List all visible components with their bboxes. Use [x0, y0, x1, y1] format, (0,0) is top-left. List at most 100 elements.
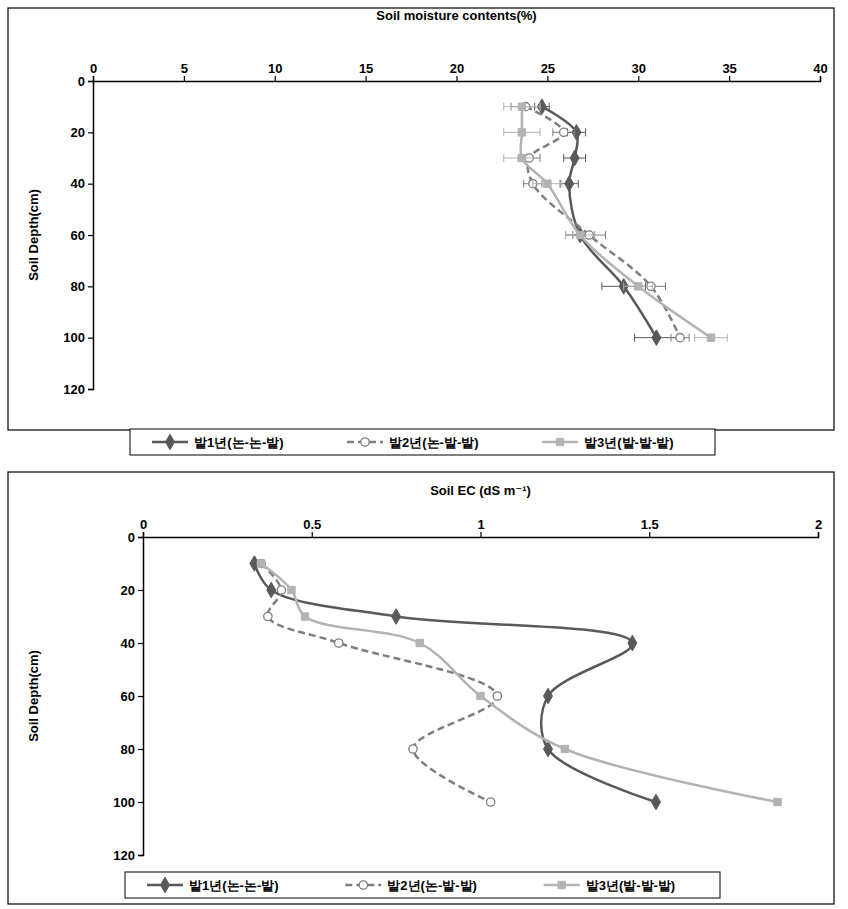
error-bar-cap — [665, 282, 666, 290]
y-tick: 80 — [71, 279, 93, 294]
x-tick: 1 — [477, 517, 484, 537]
y-tick-label: 60 — [71, 228, 85, 243]
data-point — [288, 586, 295, 593]
error-bar — [671, 334, 689, 342]
x-tick-label: 0 — [140, 517, 147, 532]
y-axis: 020406080100120 — [113, 530, 143, 863]
y-tick-label: 0 — [128, 530, 135, 545]
x-tick-mark — [275, 76, 276, 81]
y-axis-title: Soil Depth(cm) — [26, 189, 41, 281]
legend-item: 밭2년(논-밭-밭) — [345, 878, 477, 893]
error-bar-cap — [540, 154, 541, 162]
data-point — [267, 582, 276, 598]
series-line — [520, 107, 710, 338]
y-tick-label: 120 — [113, 848, 135, 863]
data-point — [560, 128, 568, 136]
error-bar — [566, 231, 595, 239]
y-tick-label: 100 — [113, 795, 135, 810]
x-axis-line — [94, 76, 821, 82]
error-bar-cap — [689, 334, 690, 342]
legend-marker — [558, 881, 565, 888]
y-tick: 80 — [121, 742, 143, 757]
data-point — [565, 176, 574, 192]
x-tick: 25 — [541, 61, 555, 81]
canvas: 0510152025303540020406080100120Soil mois… — [0, 0, 848, 909]
data-point — [486, 798, 494, 806]
x-tick-label: 1 — [477, 517, 484, 532]
error-bar-cap — [634, 334, 635, 342]
y-axis-line — [88, 82, 94, 390]
data-point — [676, 333, 684, 341]
x-tick: 20 — [450, 61, 464, 81]
x-tick: 0 — [90, 61, 97, 81]
data-point — [635, 283, 642, 290]
x-tick-mark — [480, 532, 481, 537]
y-tick-mark — [88, 235, 93, 236]
x-tick: 1.5 — [641, 517, 659, 537]
x-tick-mark — [638, 76, 639, 81]
error-bar-cap — [601, 282, 602, 290]
error-bar-cap — [694, 334, 695, 342]
x-tick: 10 — [268, 61, 282, 81]
y-tick-label: 80 — [71, 279, 85, 294]
error-bar — [566, 231, 595, 239]
legend: 밭1년(논-논-밭)밭2년(논-밭-밭)밭3년(밭-밭-밭) — [130, 429, 715, 455]
y-tick-mark — [88, 184, 93, 185]
x-axis-title: Soil moisture contents(%) — [376, 8, 536, 23]
y-tick-label: 120 — [63, 382, 85, 397]
y-tick-mark — [138, 802, 143, 803]
x-tick: 15 — [359, 61, 373, 81]
legend-item: 밭3년(밭-밭-밭) — [542, 435, 674, 450]
y-tick-label: 40 — [71, 176, 85, 191]
x-tick-label: 10 — [268, 61, 282, 76]
x-axis: 00.511.52 — [140, 517, 822, 538]
error-bar-cap — [540, 103, 541, 111]
series-line — [261, 564, 777, 803]
y-tick-mark — [138, 749, 143, 750]
x-tick-mark — [366, 76, 367, 81]
x-tick-label: 40 — [813, 61, 827, 76]
y-tick: 100 — [63, 330, 93, 345]
x-tick-label: 0.5 — [303, 517, 321, 532]
x-tick-label: 35 — [722, 61, 736, 76]
y-tick-label: 80 — [121, 742, 135, 757]
y-axis-title: Soil Depth(cm) — [26, 650, 41, 742]
y-tick: 40 — [121, 636, 143, 651]
x-tick: 40 — [813, 61, 827, 81]
legend-item: 밭1년(논-논-밭) — [147, 877, 279, 893]
chart-frame — [8, 472, 834, 904]
error-bar-cap — [578, 180, 579, 188]
data-point — [518, 129, 525, 136]
legend-box — [125, 872, 720, 898]
error-bar-cap — [574, 128, 575, 136]
x-tick-label: 0 — [90, 61, 97, 76]
data-point — [277, 586, 285, 594]
y-tick-mark — [138, 590, 143, 591]
series-line — [526, 107, 680, 338]
legend-box — [130, 429, 715, 455]
y-tick: 120 — [63, 382, 93, 397]
series-line — [542, 107, 657, 338]
x-tick: 0 — [140, 517, 147, 537]
x-axis: 0510152025303540 — [90, 61, 828, 82]
error-bar-cap — [594, 231, 595, 239]
data-point — [409, 745, 417, 753]
data-point — [257, 559, 265, 567]
data-point — [264, 612, 272, 620]
y-tick-mark — [88, 389, 93, 390]
error-bar — [504, 154, 540, 162]
error-bar — [695, 334, 728, 342]
error-bar-cap — [670, 334, 671, 342]
error-bar-cap — [727, 334, 728, 342]
y-tick: 20 — [121, 583, 143, 598]
y-tick-mark — [138, 696, 143, 697]
y-tick-label: 20 — [71, 125, 85, 140]
error-bar-cap — [503, 154, 504, 162]
legend: 밭1년(논-논-밭)밭2년(논-밭-밭)밭3년(밭-밭-밭) — [125, 872, 720, 898]
x-tick: 0.5 — [303, 517, 321, 537]
y-tick: 0 — [78, 74, 93, 89]
legend-marker — [161, 877, 170, 893]
y-tick-mark — [88, 81, 93, 82]
legend-item: 밭1년(논-논-밭) — [152, 434, 284, 450]
data-point — [628, 635, 637, 651]
